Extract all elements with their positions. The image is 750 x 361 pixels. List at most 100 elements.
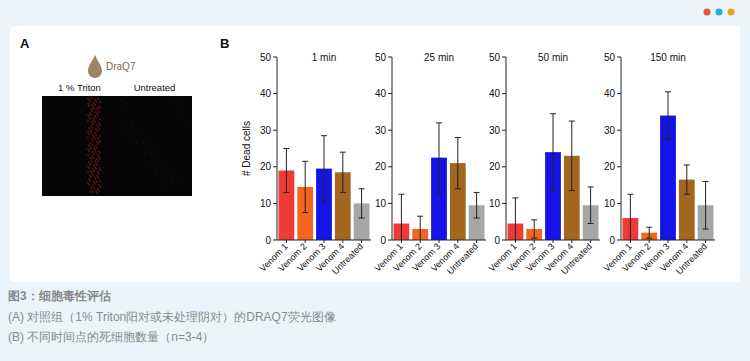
y-tick-label: 40: [604, 88, 616, 99]
stained-dot: [91, 161, 93, 163]
stained-dot: [97, 137, 99, 139]
stained-dot: [96, 164, 98, 166]
stained-dot: [87, 120, 89, 122]
error-cap: [359, 218, 365, 219]
stained-dot: [90, 187, 92, 189]
stained-dot: [89, 191, 91, 193]
category-label: Untreated: [674, 241, 709, 276]
stained-dot: [87, 148, 89, 150]
error-stem: [571, 121, 572, 191]
y-tick: [502, 130, 506, 131]
error-bar: [417, 216, 423, 240]
stained-dot: [92, 157, 94, 159]
error-bar: [474, 192, 480, 218]
chart-title: 1 min: [312, 52, 336, 63]
stained-dot: [93, 181, 95, 183]
stained-dot: [88, 184, 90, 186]
stained-dot: [149, 140, 150, 141]
y-axis-label: # Dead cells: [241, 121, 252, 176]
stained-dot: [98, 184, 100, 186]
stained-dot: [96, 124, 98, 126]
stained-dot: [91, 104, 93, 106]
stained-dot: [95, 134, 97, 136]
stained-dot: [92, 191, 94, 193]
stained-dot: [88, 116, 90, 118]
x-axis: [506, 240, 600, 241]
stained-dot: [95, 179, 97, 181]
chart-title: 50 min: [538, 52, 568, 63]
y-tick-label: 20: [260, 161, 272, 172]
stained-dot: [90, 159, 92, 161]
stained-dot: [92, 106, 94, 108]
y-tick: [617, 130, 621, 131]
stained-dot: [93, 164, 95, 166]
error-bar: [398, 194, 404, 240]
stained-dot: [94, 183, 96, 185]
stained-dot: [96, 175, 98, 177]
stained-dot: [169, 171, 170, 172]
error-stem: [457, 138, 458, 189]
stained-dot: [88, 161, 90, 163]
y-tick-label: 20: [604, 161, 616, 172]
stained-dot: [91, 138, 93, 140]
error-stem: [649, 227, 650, 238]
stained-dot: [95, 100, 97, 102]
error-bar: [283, 149, 289, 193]
stained-dot: [96, 192, 98, 194]
y-tick-label: 0: [380, 235, 386, 246]
error-cap: [665, 139, 671, 140]
stained-dot: [91, 189, 93, 191]
error-stem: [686, 165, 687, 194]
y-tick: [273, 166, 277, 167]
stained-dot: [99, 118, 101, 120]
stained-dot: [91, 121, 93, 123]
y-tick: [617, 240, 621, 241]
y-tick-label: 0: [494, 235, 500, 246]
stained-dot: [92, 134, 94, 136]
error-bar: [455, 138, 461, 189]
stained-dot: [94, 149, 96, 151]
stained-dot: [90, 114, 92, 116]
stained-dot: [93, 153, 95, 155]
error-bar: [684, 165, 690, 194]
stained-dot: [95, 162, 97, 164]
stained-dot: [87, 182, 89, 184]
stained-dot: [96, 158, 98, 160]
stained-dot: [91, 155, 93, 157]
y-tick-label: 0: [609, 235, 615, 246]
x-axis: [621, 240, 715, 241]
error-cap: [340, 192, 346, 193]
stained-dot: [146, 163, 147, 164]
stained-dot: [96, 130, 98, 132]
stained-dot: [99, 169, 101, 171]
error-cap: [531, 219, 537, 220]
stained-dot: [173, 101, 174, 102]
stained-dot: [95, 128, 97, 130]
stained-dot: [97, 98, 99, 100]
error-stem: [401, 194, 402, 240]
error-stem: [305, 161, 306, 212]
stained-dot: [97, 171, 99, 173]
background: [0, 0, 750, 361]
stained-dot: [96, 147, 98, 149]
stained-dot: [92, 140, 94, 142]
category-label: Untreated: [445, 241, 480, 276]
stained-dot: [90, 170, 92, 172]
stained-dot: [87, 97, 89, 99]
chart-title: 150 min: [650, 52, 686, 63]
error-cap: [646, 238, 652, 239]
stained-dot: [98, 128, 100, 130]
image-label: 1 % Triton: [58, 82, 101, 93]
stained-dot: [87, 171, 89, 173]
stained-dot: [88, 178, 90, 180]
stained-dot: [94, 104, 96, 106]
chart: Venom 1Venom 2Venom 3Venom 4Untreated010…: [602, 52, 715, 277]
error-stem: [324, 136, 325, 202]
stained-dot: [97, 188, 99, 190]
x-axis: [277, 240, 371, 241]
error-cap: [703, 181, 709, 182]
error-bar: [436, 123, 442, 193]
y-tick-label: 40: [260, 88, 272, 99]
stained-dot: [91, 127, 93, 129]
marks: [394, 123, 485, 240]
